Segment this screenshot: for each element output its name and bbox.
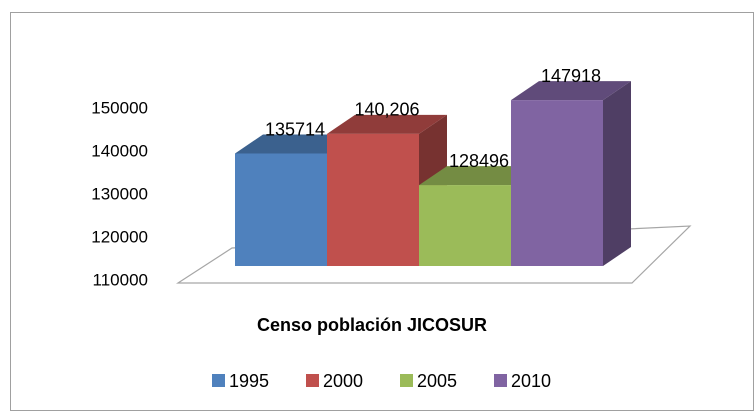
floor xyxy=(175,225,692,284)
y-tick-label: 150000 xyxy=(91,98,148,117)
bar xyxy=(419,185,511,266)
y-tick-label: 130000 xyxy=(91,184,148,203)
bar xyxy=(511,100,603,266)
bar xyxy=(327,133,419,266)
y-tick-label: 140000 xyxy=(91,141,148,160)
legend-label: 1995 xyxy=(229,371,269,391)
data-label: 128496 xyxy=(449,151,509,171)
data-label: 147918 xyxy=(541,66,601,86)
legend-label: 2000 xyxy=(323,371,363,391)
data-label: 140,206 xyxy=(354,100,419,120)
legend-swatch xyxy=(306,374,319,387)
bar xyxy=(235,153,327,266)
y-tick-label: 120000 xyxy=(91,227,148,246)
bar-top xyxy=(511,81,631,101)
bar-top xyxy=(419,166,539,186)
bar-top xyxy=(327,114,447,134)
legend-swatch xyxy=(212,374,225,387)
data-label: 135714 xyxy=(265,119,325,139)
y-tick-label: 110000 xyxy=(93,270,148,289)
legend-swatch xyxy=(494,374,507,387)
legend-swatch xyxy=(400,374,413,387)
bar-side xyxy=(603,81,631,266)
bar-top xyxy=(235,134,355,154)
chart-title: Censo población JICOSUR xyxy=(257,315,487,335)
legend-label: 2005 xyxy=(417,371,457,391)
legend-label: 2010 xyxy=(511,371,551,391)
